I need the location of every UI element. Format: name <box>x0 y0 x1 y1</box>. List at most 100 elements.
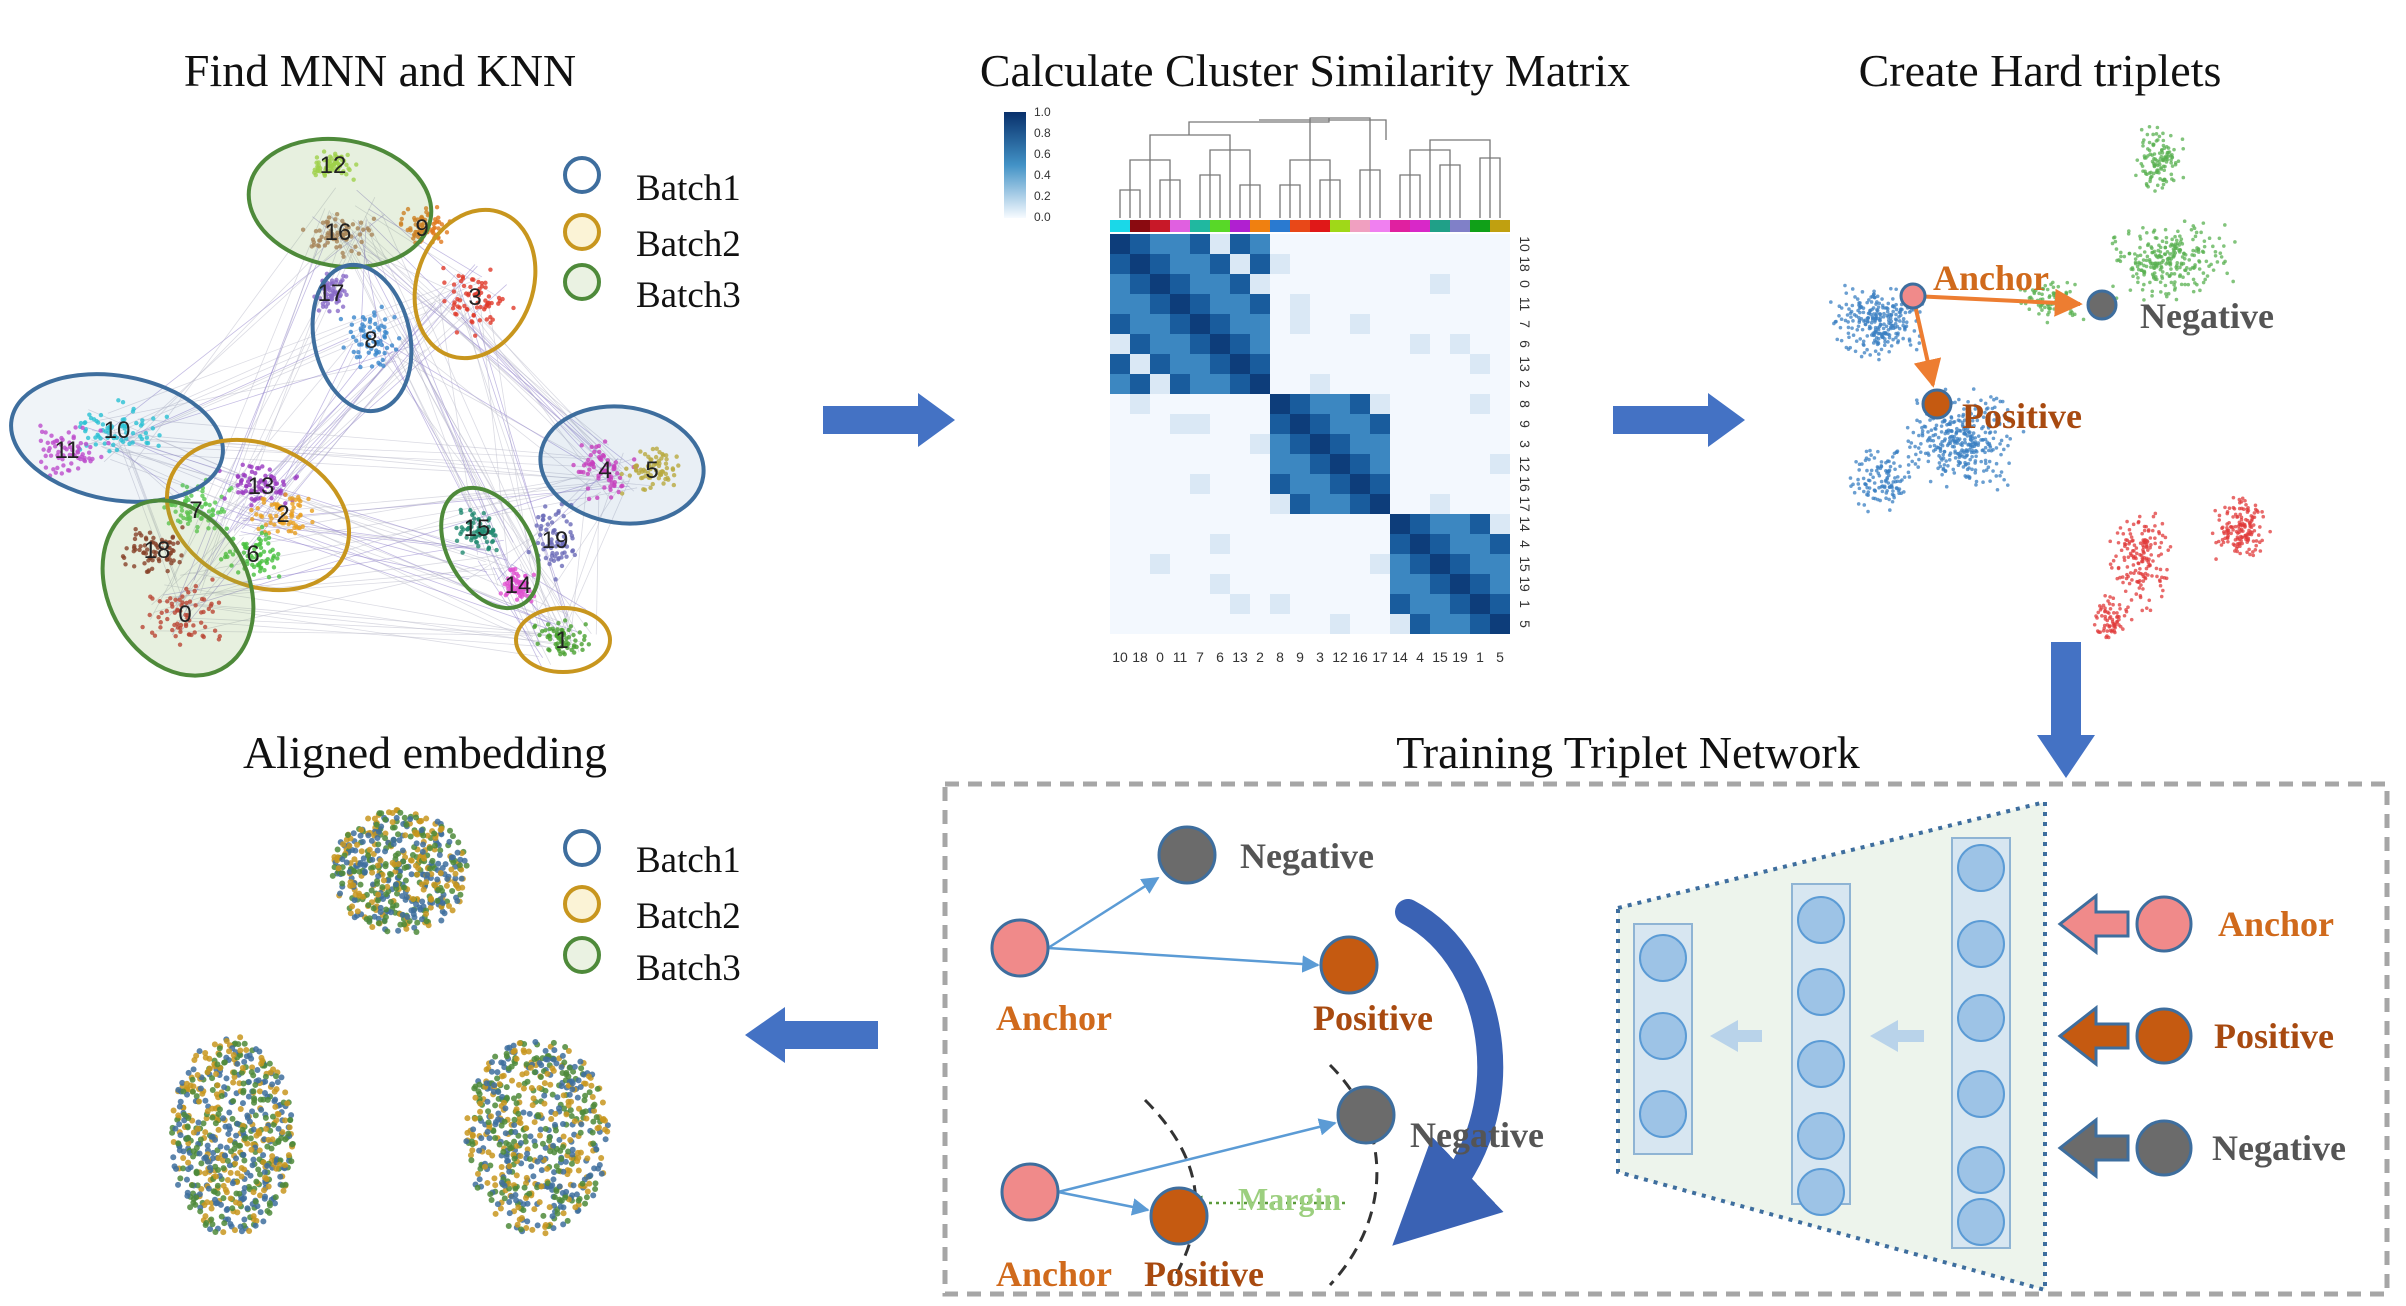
heatmap-cell <box>1310 594 1330 614</box>
umap-dot <box>2168 252 2172 256</box>
heatmap-cell <box>1450 534 1470 554</box>
umap-dot <box>2201 280 2206 285</box>
aligned-dot <box>371 815 378 822</box>
aligned-dot <box>413 814 420 821</box>
umap-dot <box>2179 282 2184 287</box>
aligned-dot <box>329 872 336 879</box>
umap-dot <box>2151 559 2155 563</box>
aligned-dot <box>184 1123 191 1130</box>
cell-dot <box>156 558 162 564</box>
heatmap-y-label: 14 <box>1517 516 1533 532</box>
cluster-color-swatch <box>1490 220 1510 232</box>
aligned-dot <box>200 1120 207 1127</box>
heatmap-cell <box>1210 234 1230 254</box>
cell-dot <box>298 512 303 518</box>
aligned-dot <box>215 1126 222 1133</box>
heatmap-cell <box>1410 354 1430 374</box>
heatmap-y-label: 5 <box>1517 620 1533 628</box>
umap-dot <box>1857 303 1861 307</box>
aligned-dot <box>227 1195 234 1202</box>
cell-dot <box>53 470 58 475</box>
cell-dot <box>165 568 170 574</box>
aligned-dot <box>346 842 353 849</box>
umap-dot <box>2138 566 2142 571</box>
aligned-dot <box>249 1162 256 1169</box>
aligned-dot <box>254 1066 261 1073</box>
cell-dot <box>38 438 44 443</box>
cell-dot <box>333 280 339 285</box>
heatmap-cell <box>1170 454 1190 474</box>
umap-dot <box>2037 312 2041 316</box>
heatmap-cell <box>1430 534 1450 554</box>
heatmap-cell <box>1470 394 1490 414</box>
umap-dot <box>2141 169 2145 173</box>
aligned-dot <box>403 894 410 901</box>
heatmap-cell <box>1170 574 1190 594</box>
heatmap-cell <box>1210 334 1230 354</box>
aligned-dot <box>358 848 365 855</box>
aligned-dot <box>202 1213 209 1220</box>
umap-dot <box>2134 592 2139 596</box>
cell-dot <box>153 550 159 555</box>
cell-dot <box>67 452 72 458</box>
umap-dot <box>1835 337 1840 342</box>
heatmap-cell <box>1290 394 1310 414</box>
cell-dot <box>488 267 493 272</box>
umap-dot <box>2117 603 2122 607</box>
aligned-dot <box>287 1117 294 1124</box>
umap-dot <box>1875 308 1879 312</box>
umap-dot <box>2128 532 2133 536</box>
aligned-dot <box>542 1047 549 1054</box>
umap-dot <box>2045 320 2050 325</box>
heatmap-cell <box>1170 594 1190 614</box>
heatmap-cell <box>1110 474 1130 494</box>
cell-dot <box>362 317 367 322</box>
knn-edge <box>136 343 420 434</box>
aligned-dot <box>196 1150 203 1157</box>
aligned-dot <box>370 905 377 912</box>
heatmap-cell <box>1330 514 1350 534</box>
heatmap-cell <box>1270 414 1290 434</box>
heatmap-cell <box>1310 514 1330 534</box>
aligned-dot <box>190 1129 197 1136</box>
umap-dot <box>2027 307 2032 312</box>
aligned-dot <box>202 1097 209 1104</box>
umap-dot <box>2112 611 2116 615</box>
umap-dot <box>2179 262 2184 267</box>
cell-dot <box>372 313 377 318</box>
cell-dot <box>152 554 158 559</box>
aligned-dot <box>427 865 434 872</box>
umap-dot <box>1879 479 1884 484</box>
aligned-dot <box>250 1213 257 1220</box>
umap-dot <box>2153 524 2157 528</box>
heatmap-cell <box>1490 614 1510 634</box>
heatmap-cell <box>1350 354 1370 374</box>
umap-dot <box>1970 467 1974 472</box>
knn-edge <box>109 313 377 433</box>
cell-dot <box>259 514 265 519</box>
knn-edge <box>175 225 333 606</box>
cell-dot <box>371 339 376 344</box>
cell-dot <box>167 557 173 562</box>
cell-dot <box>132 536 138 542</box>
umap-dot <box>2231 279 2235 284</box>
cell-dot <box>378 338 383 344</box>
title-training-triplet-network: Training Triplet Network <box>1396 727 1859 778</box>
aligned-dot <box>187 1204 194 1211</box>
aligned-dot <box>214 1082 221 1089</box>
aligned-dot <box>278 1074 285 1081</box>
heatmap-cell <box>1450 594 1470 614</box>
cell-dot <box>266 535 272 541</box>
cell-dot <box>358 364 363 370</box>
cell-dot <box>322 157 327 163</box>
arrow-to-hard-triplets <box>1613 393 1745 447</box>
knn-edge <box>356 237 635 492</box>
heatmap-cell <box>1350 394 1370 414</box>
aligned-dot <box>211 1041 218 1048</box>
cell-dot <box>396 336 402 341</box>
heatmap-cell <box>1390 434 1410 454</box>
umap-dot <box>1926 459 1931 464</box>
cell-dot <box>379 304 384 310</box>
aligned-dot <box>528 1163 535 1170</box>
aligned-dot <box>402 832 409 839</box>
